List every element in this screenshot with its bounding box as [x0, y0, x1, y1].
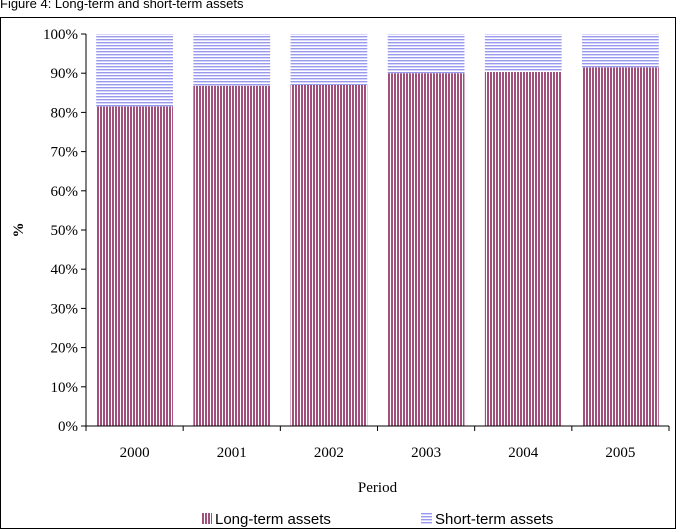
bar-long-term-2004	[484, 72, 562, 427]
bar-short-term-2001	[193, 34, 271, 86]
legend-swatch-long-term	[201, 513, 212, 524]
y-tick-label: 10%	[51, 380, 79, 396]
x-tick-label: 2000	[120, 445, 150, 461]
y-tick-label: 100%	[43, 27, 78, 43]
bar-short-term-2003	[387, 34, 465, 74]
y-tick-label: 0%	[58, 419, 78, 435]
figure-title: Figure 4: Long-term and short-term asset…	[0, 0, 244, 11]
y-tick-label: 70%	[51, 145, 79, 161]
bar-long-term-2002	[290, 84, 368, 427]
x-tick-label: 2004	[508, 445, 539, 461]
x-axis-title: Period	[358, 480, 398, 496]
bar-long-term-2005	[582, 67, 659, 426]
y-tick-label: 60%	[51, 184, 79, 200]
bar-long-term-2003	[387, 73, 465, 426]
y-tick-label: 80%	[51, 105, 79, 121]
x-tick-label: 2001	[217, 445, 247, 461]
legend-label-short-term: Short-term assets	[435, 511, 553, 528]
x-tick-label: 2005	[605, 445, 635, 461]
bar-short-term-2000	[96, 34, 173, 107]
chart-frame: 0% 10% 20% 30% 40% 50% 60% 70% 80% 90% 100% 2000 200…	[0, 17, 676, 529]
x-tick-label: 2002	[314, 445, 344, 461]
y-tick-label: 20%	[51, 341, 79, 357]
bar-short-term-2005	[582, 34, 659, 68]
y-tick-label: 50%	[51, 223, 79, 239]
bar-long-term-2000	[96, 106, 173, 427]
x-tick-label: 2003	[411, 445, 441, 461]
bar-short-term-2004	[484, 34, 562, 73]
y-tick-label: 40%	[51, 262, 79, 278]
y-tick-label: 90%	[51, 66, 79, 82]
legend-swatch-short-term	[421, 513, 432, 524]
legend-label-long-term: Long-term assets	[215, 511, 331, 528]
y-tick-label: 30%	[51, 301, 79, 317]
bar-long-term-2001	[193, 85, 271, 426]
y-axis-title: %	[11, 223, 27, 238]
bar-short-term-2002	[290, 34, 368, 85]
stacked-bar-chart: 0% 10% 20% 30% 40% 50% 60% 70% 80% 90% 100% 2000 200…	[11, 27, 670, 528]
